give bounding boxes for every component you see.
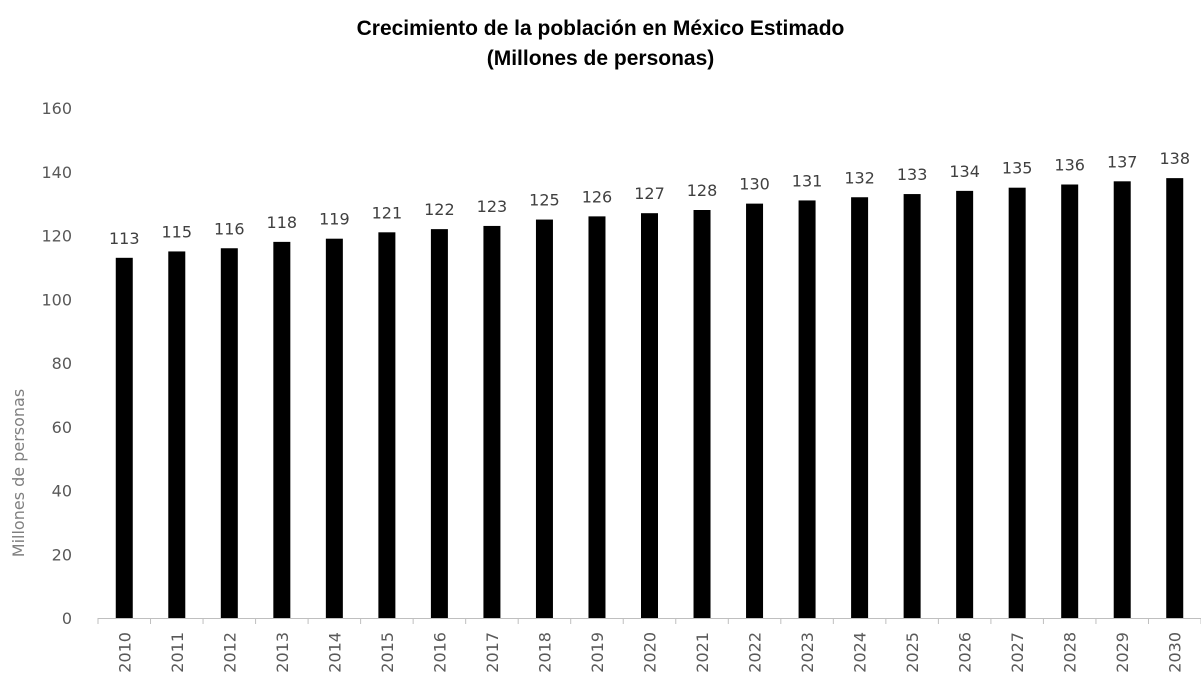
bar-2030 [1166,178,1184,618]
y-axis-title: Millones de personas [9,389,28,557]
data-label-2025: 133 [897,165,928,184]
y-tick-label: 0 [62,609,72,628]
data-labels: 113 115 116 118 119 121 122 123 125 126 127 128 130 1… [109,149,1190,248]
y-axis-ticks: 0 20 40 60 80 100 120 140 160 [41,99,72,628]
chart-subtitle: (Millones de personas) [486,47,715,70]
bar-2024 [851,197,869,618]
x-tick-label-2025: 2025 [903,632,922,673]
bar-2019 [588,216,606,618]
bar-2023 [798,200,816,618]
bar-2016 [430,229,448,618]
data-label-2017: 123 [477,197,508,216]
x-tick-label-2010: 2010 [115,632,134,673]
x-tick-label-2029: 2029 [1113,632,1132,673]
bar-2011 [168,251,186,618]
data-label-2024: 132 [844,168,875,187]
data-label-2019: 126 [582,187,613,206]
x-tick-label-2020: 2020 [641,632,660,673]
bar-2013 [273,241,291,618]
bar-2029 [1113,181,1131,618]
bar-2028 [1061,184,1079,618]
y-tick-label: 100 [41,290,72,309]
bar-2021 [693,210,711,618]
bar-2020 [641,213,658,618]
data-label-2015: 121 [372,203,403,222]
x-tick-label-2018: 2018 [535,632,554,673]
data-label-2021: 128 [687,181,718,200]
data-label-2028: 136 [1054,156,1085,175]
bars [115,178,1184,618]
y-tick-label: 80 [52,354,72,373]
x-tick-label-2023: 2023 [798,632,817,673]
bar-2010 [115,257,133,618]
bar-2022 [746,203,764,618]
x-axis [97,618,1201,624]
data-label-2027: 135 [1002,159,1033,178]
bar-2012 [220,248,238,618]
x-tick-label-2028: 2028 [1061,632,1080,673]
x-tick-label-2017: 2017 [483,632,502,673]
data-label-2022: 130 [739,175,770,194]
x-tick-label-2024: 2024 [851,632,870,673]
x-tick-label-2030: 2030 [1166,632,1185,673]
bar-2027 [1008,187,1026,618]
x-tick-label-2021: 2021 [693,632,712,673]
data-label-2011: 115 [162,222,193,241]
data-label-2013: 118 [267,213,298,232]
bar-2015 [378,232,396,618]
x-tick-label-2012: 2012 [220,632,239,673]
data-label-2026: 134 [949,162,980,181]
chart-title-block: Crecimiento de la población en México Es… [0,14,1201,74]
x-tick-label-2011: 2011 [168,632,187,673]
data-label-2020: 127 [634,184,665,203]
data-label-2030: 138 [1159,149,1190,168]
bar-2025 [903,194,921,618]
y-tick-label: 160 [41,99,72,118]
y-tick-label: 40 [52,482,72,501]
y-tick-label: 120 [41,227,72,246]
x-tick-label-2015: 2015 [378,632,397,673]
data-label-2018: 125 [529,191,560,210]
bar-2018 [535,219,553,618]
data-label-2010: 113 [109,229,140,248]
x-tick-label-2022: 2022 [746,632,765,673]
y-tick-label: 60 [52,418,72,437]
y-tick-label: 140 [41,163,72,182]
data-label-2014: 119 [319,210,350,229]
x-tick-label-2013: 2013 [273,632,292,673]
x-axis-ticks: 2010 2011 2012 2013 2014 2015 2016 2017 2018 2019… [115,632,1184,673]
data-label-2016: 122 [424,200,455,219]
bar-2017 [483,225,501,618]
x-tick-label-2016: 2016 [430,632,449,673]
bar-2014 [325,238,343,618]
x-tick-label-2014: 2014 [325,632,344,673]
chart-title: Crecimiento de la población en México Es… [356,17,845,40]
data-label-2023: 131 [792,171,823,190]
data-label-2029: 137 [1107,152,1138,171]
x-tick-label-2019: 2019 [588,632,607,673]
x-tick-label-2026: 2026 [956,632,975,673]
bar-2026 [956,190,974,618]
x-tick-label-2027: 2027 [1008,632,1027,673]
y-tick-label: 20 [52,545,72,564]
data-label-2012: 116 [214,219,245,238]
